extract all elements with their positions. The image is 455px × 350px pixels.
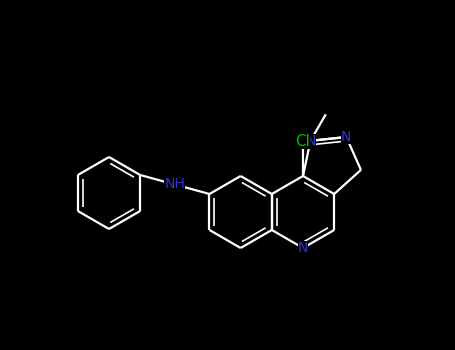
Text: NH: NH [164, 177, 185, 191]
Text: N: N [341, 130, 351, 144]
Text: N: N [298, 241, 308, 255]
Text: Cl: Cl [296, 134, 310, 149]
Text: N: N [305, 134, 316, 148]
